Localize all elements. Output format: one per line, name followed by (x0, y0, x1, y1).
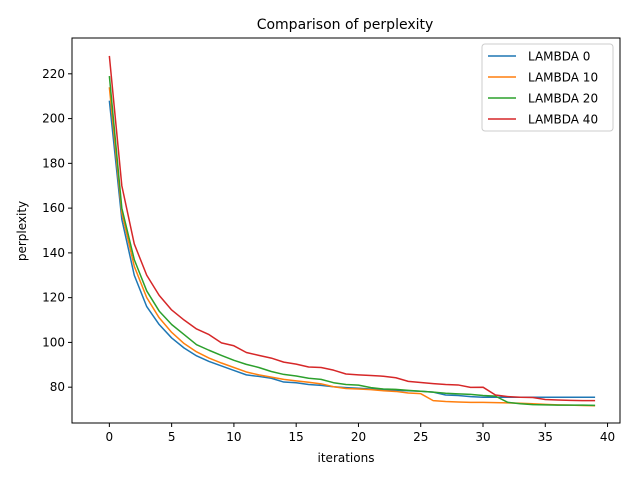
x-tick-label: 35 (538, 430, 553, 444)
x-tick-label: 25 (413, 430, 428, 444)
legend: LAMBDA 0 LAMBDA 10 LAMBDA 20 LAMBDA 40 (481, 43, 614, 132)
x-tick-label: 5 (168, 430, 176, 444)
x-tick-label: 30 (475, 430, 490, 444)
legend-label-2: LAMBDA 20 (528, 92, 598, 106)
x-tick-label: 15 (289, 430, 304, 444)
legend-label-1: LAMBDA 10 (528, 71, 598, 85)
y-tick-label: 220 (42, 67, 65, 81)
plot-area (108, 55, 596, 407)
y-axis-label: perplexity (15, 201, 29, 261)
series-line-3 (108, 55, 596, 402)
y-tick-label: 80 (50, 380, 65, 394)
x-tick-label: 10 (226, 430, 241, 444)
legend-label-0: LAMBDA 0 (528, 50, 590, 64)
y-tick-label: 140 (42, 246, 65, 260)
x-tick-label: 40 (600, 430, 615, 444)
x-tick-label: 0 (106, 430, 114, 444)
y-tick-label: 180 (42, 156, 65, 170)
x-axis-label: iterations (318, 451, 375, 465)
axis-ticks: 0 5 10 15 20 25 30 35 40 80 100 120 140 160 180 200 220 (42, 67, 615, 444)
y-tick-label: 120 (42, 291, 65, 305)
series-line-2 (108, 75, 596, 407)
legend-label-3: LAMBDA 40 (528, 113, 598, 127)
y-tick-label: 100 (42, 335, 65, 349)
plot-frame (71, 37, 621, 424)
x-tick-label: 20 (351, 430, 366, 444)
legend-box (481, 43, 614, 132)
chart-title: Comparison of perplexity (257, 17, 434, 33)
y-tick-label: 200 (42, 112, 65, 126)
y-tick-label: 160 (42, 201, 65, 215)
